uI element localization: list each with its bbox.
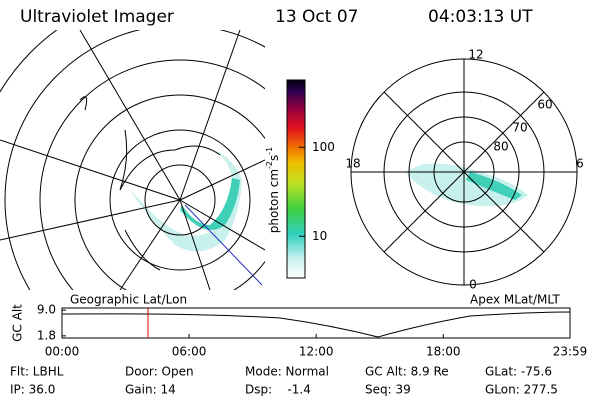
x-tick-label: 12:00 [299,345,334,359]
status-field: Door: Open [125,365,194,379]
x-tick-label: 06:00 [172,345,207,359]
status-field: IP: 36.0 [10,383,55,397]
x-tick-label: 23:59 [553,345,588,359]
y-tick-label: 9.0 [37,303,56,317]
mlt-label: 18 [345,157,360,171]
unit-exp: -1 [265,147,274,155]
colorbar-tick-label: 10 [312,229,327,243]
status-field: Dsp: -1.4 [245,383,311,397]
colorbar-tick-label: 100 [312,140,335,154]
geographic-map [0,30,265,290]
status-field: GLat: -75.6 [485,365,552,379]
unit: photon cm [267,169,281,233]
status-field: GLon: 277.5 [485,383,558,397]
mlt-label: 6 [576,157,584,171]
lat-label: 80 [493,140,508,154]
mlt-label: 12 [468,48,483,62]
status-field: Mode: Normal [245,365,329,379]
left-map-label: Geographic Lat/Lon [70,293,187,307]
status-field: Flt: LBHL [10,365,64,379]
date: 13 Oct 07 [275,7,358,27]
lat-label: 60 [537,98,552,112]
x-tick-label: 00:00 [45,345,80,359]
right-map-label: Apex MLat/MLT [470,293,560,307]
title: Ultraviolet Imager [20,7,174,27]
status-field: Seq: 39 [365,383,411,397]
colorbar [286,79,306,279]
status-field: GC Alt: 8.9 Re [365,365,449,379]
unit: s [267,155,281,161]
x-tick-label: 18:00 [426,345,461,359]
status-field: Gain: 14 [125,383,176,397]
time: 04:03:13 UT [428,7,533,27]
unit-exp: -2 [265,161,274,169]
timeline-ylabel: GC Alt [11,304,25,342]
y-tick-label: 1.8 [37,328,56,342]
altitude-curve [61,311,571,338]
colorbar-label: photon cm-2s-1 [265,147,281,234]
timeline-frame [61,307,571,339]
apex-map [350,58,578,286]
lat-label: 70 [512,121,527,135]
mlt-label: 0 [469,278,477,292]
